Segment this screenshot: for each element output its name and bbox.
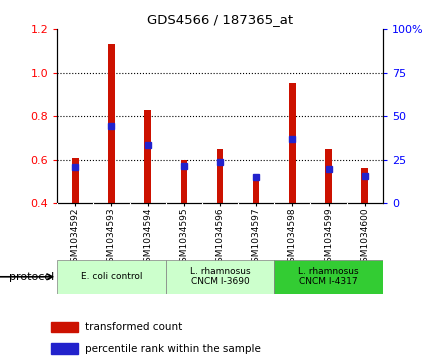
Bar (108, 44, 115, 203)
Bar (361, 168, 368, 203)
Text: transformed count: transformed count (85, 322, 183, 332)
Text: percentile rank within the sample: percentile rank within the sample (85, 343, 261, 354)
Bar (253, 179, 260, 203)
Bar (217, 149, 223, 203)
Bar (72, 158, 79, 203)
Bar (144, 110, 151, 203)
Bar (166, 260, 274, 294)
Bar (51, 322, 78, 332)
Bar (289, 83, 296, 203)
Text: E. coli control: E. coli control (81, 272, 142, 281)
Bar (274, 260, 383, 294)
Title: GDS4566 / 187365_at: GDS4566 / 187365_at (147, 13, 293, 26)
Bar (325, 149, 332, 203)
Text: L. rhamnosus
CNCM I-3690: L. rhamnosus CNCM I-3690 (190, 267, 250, 286)
Text: L. rhamnosus
CNCM I-4317: L. rhamnosus CNCM I-4317 (298, 267, 359, 286)
Bar (51, 343, 78, 354)
Bar (180, 160, 187, 203)
Text: protocol: protocol (9, 272, 54, 282)
Bar (57, 260, 166, 294)
